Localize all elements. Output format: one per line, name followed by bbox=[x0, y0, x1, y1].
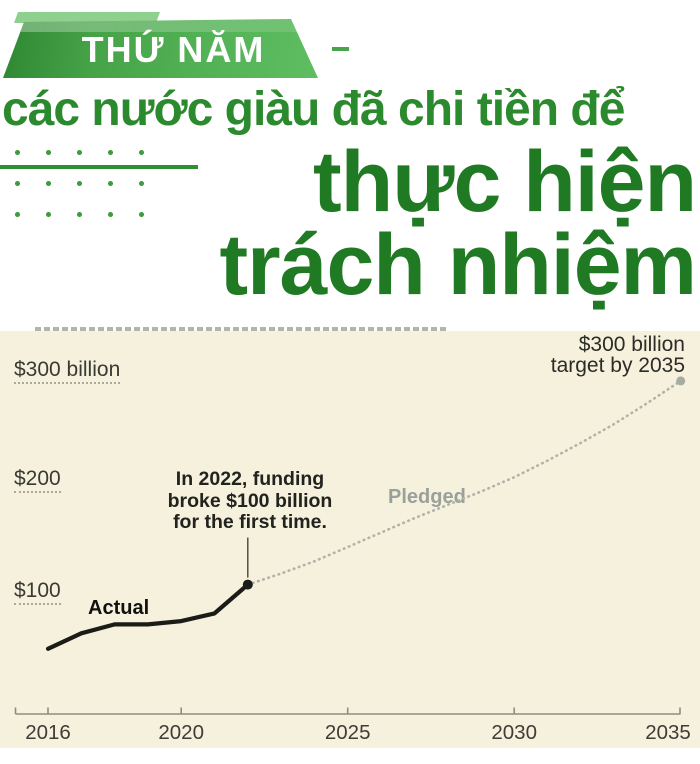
x-axis-label-2025: 2025 bbox=[324, 721, 371, 744]
target-annotation-line2: target by 2035 bbox=[550, 354, 685, 377]
milestone-annotation: In 2022, funding broke $100 billion for … bbox=[150, 468, 350, 534]
chart-background bbox=[0, 331, 700, 748]
section-badge-banner: THỨ NĂM bbox=[3, 19, 318, 78]
y-axis-label-300: $300 billion bbox=[14, 359, 121, 384]
headline-kicker: các nước giàu đã chi tiền để bbox=[2, 83, 625, 136]
banner-dash bbox=[332, 47, 349, 51]
clipped-caption-sliver bbox=[35, 327, 447, 331]
target-annotation: $300 billion target by 2035 bbox=[551, 334, 685, 376]
target-annotation-line1: $300 billion bbox=[578, 333, 685, 356]
x-axis-label-2016: 2016 bbox=[25, 721, 71, 744]
headline-title: thực hiện trách nhiệm bbox=[219, 134, 697, 313]
milestone-annotation-line1: In 2022, funding bbox=[175, 468, 325, 490]
x-axis-label-2020: 2020 bbox=[158, 721, 204, 744]
y-axis-label-200: $200 bbox=[14, 468, 61, 493]
series-label-pledged: Pledged bbox=[388, 486, 466, 508]
x-axis-label-2035: 2035 bbox=[645, 721, 691, 744]
headline-title-line1: thực hiện bbox=[313, 134, 697, 230]
section-badge-label: THỨ NĂM bbox=[81, 29, 266, 70]
decorative-dot-grid bbox=[2, 137, 158, 230]
y-axis-label-100: $100 bbox=[14, 580, 61, 605]
x-axis-label-2030: 2030 bbox=[491, 721, 537, 744]
decorative-green-rule bbox=[0, 165, 198, 169]
headline-title-line2: trách nhiệm bbox=[219, 217, 697, 313]
series-label-actual: Actual bbox=[88, 597, 150, 619]
milestone-annotation-line2: broke $100 billion bbox=[167, 489, 333, 512]
milestone-annotation-line3: for the first time. bbox=[173, 511, 327, 533]
